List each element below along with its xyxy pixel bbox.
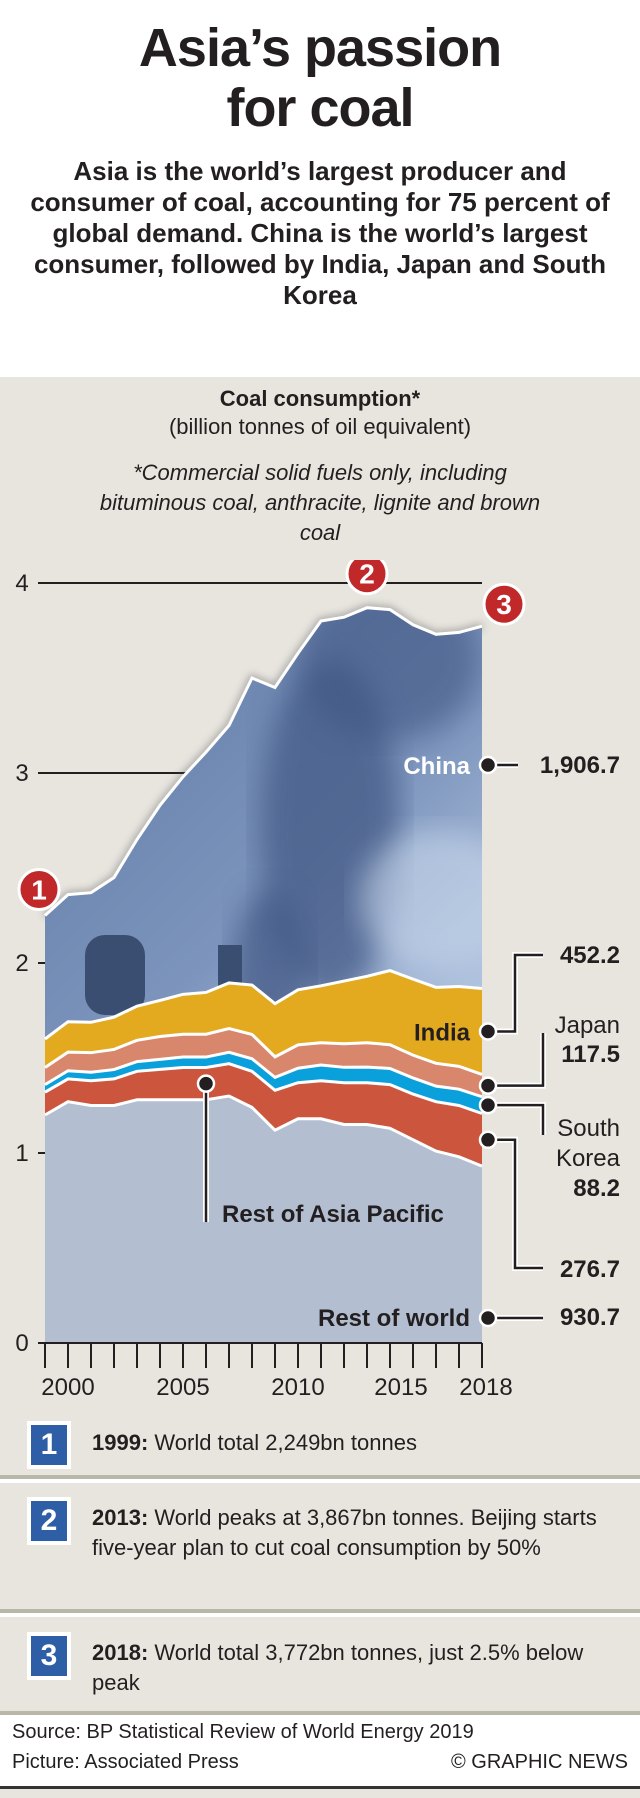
x-tick-label: 2005 — [156, 1374, 209, 1401]
series-label: 88.2 — [573, 1175, 620, 1202]
y-tick-label: 1 — [15, 1140, 28, 1167]
series-boundary-line — [44, 1094, 483, 1168]
label-dot — [196, 1074, 216, 1093]
area-japan — [45, 1028, 482, 1097]
chart-footnote: *Commercial solid fuels only, including … — [99, 460, 541, 545]
y-tick-label: 2 — [15, 950, 28, 977]
note-text: World total 3,772bn tonnes, just 2.5% be… — [92, 1640, 584, 1695]
series-boundary-line — [44, 969, 483, 1041]
series-label: Korea — [556, 1145, 621, 1172]
divider — [0, 1609, 640, 1617]
x-tick-label: 2015 — [374, 1374, 427, 1401]
series-label: Rest of world — [318, 1305, 470, 1332]
marker-badge — [482, 582, 526, 626]
cooling-tower — [85, 935, 145, 1015]
label-dot — [478, 1130, 498, 1150]
label-dot — [478, 1095, 498, 1115]
series-boundary-line — [44, 1050, 483, 1099]
leader-line — [488, 953, 543, 1033]
series-label: 930.7 — [560, 1304, 620, 1331]
y-tick-label: 0 — [15, 1330, 28, 1357]
page-title: Asia’s passion for coal — [0, 18, 640, 138]
header — [0, 0, 640, 377]
x-tick-label: 2000 — [41, 1374, 94, 1401]
divider — [0, 1475, 640, 1483]
footer: Source: BP Statistical Review of World E… — [0, 1715, 640, 1789]
series-label: India — [414, 1019, 471, 1046]
x-tick-label: 2018 — [459, 1374, 512, 1401]
note-2: 2013: World peaks at 3,867bn tonnes. Bei… — [92, 1503, 622, 1563]
title-line-1: Asia’s passion — [138, 18, 502, 78]
chart-unit: (billion tonnes of oil equivalent) — [168, 414, 472, 439]
note-year: 2013: — [92, 1505, 149, 1530]
series-boundary-line — [44, 1027, 483, 1076]
chart-title: Coal consumption* — [219, 386, 421, 411]
note-text: World peaks at 3,867bn tonnes. Beijing s… — [92, 1505, 597, 1560]
stacked-area-chart: 0 1 2 3 4 2000 2005 2010 2015 2018 China 1,906.7 In… — [15, 560, 621, 1401]
leader-line-halo — [488, 1033, 546, 1089]
subtitle: Asia is the world’s largest producer and… — [30, 156, 610, 310]
series-label: Japan — [555, 1012, 620, 1039]
series-label: Rest of Asia Pacific — [222, 1201, 444, 1228]
series-boundary-line — [44, 1062, 483, 1115]
leader-line — [488, 1138, 543, 1270]
note-1: 1999: World total 2,249bn tonnes — [92, 1428, 622, 1458]
source-text: Source: BP Statistical Review of World E… — [12, 1721, 474, 1743]
note-number-badge: 1 — [27, 1421, 71, 1469]
publisher-credit: © GRAPHIC NEWS — [451, 1751, 628, 1773]
divider — [0, 1711, 640, 1715]
label-dot — [478, 1076, 498, 1095]
series-label: 452.2 — [560, 942, 620, 969]
note-number-badge: 3 — [27, 1632, 71, 1680]
area-rest-of-asia-pacific — [45, 1063, 482, 1167]
note-year: 1999: — [92, 1430, 149, 1455]
series-label: 276.7 — [560, 1256, 620, 1283]
area-rest-of-world — [45, 1096, 482, 1343]
note-number-badge: 2 — [27, 1497, 71, 1545]
y-tick-label: 4 — [15, 570, 28, 597]
series-label: 117.5 — [561, 1041, 620, 1068]
marker-number: 1 — [31, 875, 47, 906]
label-dot — [478, 755, 498, 775]
area-india — [45, 970, 482, 1075]
title-line-2: for coal — [226, 78, 414, 138]
leader-line — [488, 1103, 545, 1135]
picture-credit: Picture: Associated Press — [12, 1751, 239, 1773]
note-3: 2018: World total 3,772bn tonnes, just 2… — [92, 1638, 622, 1698]
series-boundary-line — [43, 606, 483, 917]
x-tick-label: 2010 — [271, 1374, 324, 1401]
series-label: China — [403, 753, 470, 780]
note-year: 2018: — [92, 1640, 149, 1665]
marker-number: 3 — [496, 589, 512, 620]
marker-number: 2 — [359, 560, 375, 590]
marker-badge — [345, 560, 389, 596]
series-label: South — [557, 1115, 620, 1142]
leader-line-halo — [488, 1102, 546, 1135]
leader-line — [488, 1033, 545, 1087]
series-label: 1,906.7 — [540, 752, 620, 779]
label-dot — [478, 1022, 498, 1041]
label-dot — [478, 1308, 498, 1328]
y-tick-label: 3 — [15, 760, 28, 787]
note-text: World total 2,249bn tonnes — [148, 1430, 417, 1455]
marker-badge — [17, 868, 61, 911]
